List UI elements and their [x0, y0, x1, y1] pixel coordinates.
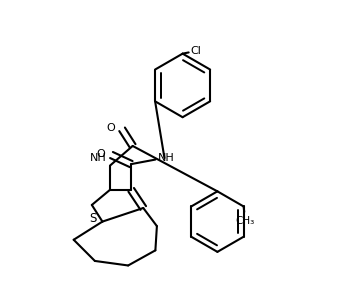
Text: NH: NH [90, 153, 107, 163]
Text: O: O [96, 149, 105, 159]
Text: CH₃: CH₃ [236, 216, 255, 226]
Text: O: O [107, 123, 116, 133]
Text: S: S [90, 212, 97, 225]
Text: Cl: Cl [190, 46, 201, 56]
Text: NH: NH [158, 153, 174, 163]
